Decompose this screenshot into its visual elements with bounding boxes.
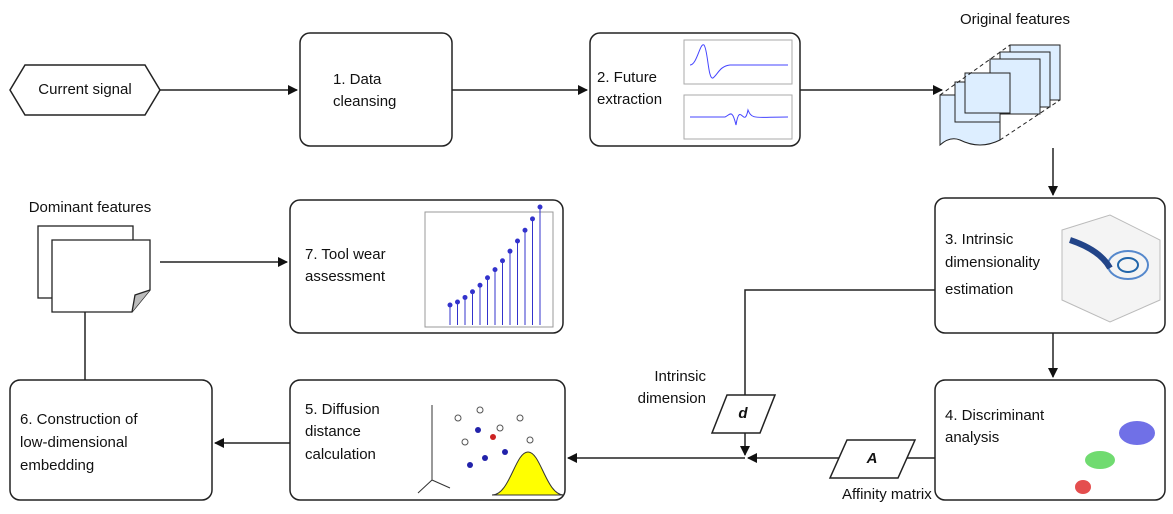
step-box [934,379,1166,501]
data-label: Original features [960,11,1070,28]
data-node [828,439,917,479]
signal-plots [683,39,793,140]
data-label: dimension [638,390,706,407]
step-text: calculation [305,446,376,463]
step-text: distance [305,423,361,440]
data-symbol: A [866,450,878,467]
data-node [710,394,777,434]
stem-head [447,302,453,308]
step-text: 3. Intrinsic [945,231,1014,248]
input-label: Current signal [38,81,131,98]
step-text: dimensionality [945,254,1041,271]
step-text: extraction [597,91,662,108]
feature-pages [37,225,151,313]
step-text: 6. Construction of [20,411,138,428]
step-box [9,379,213,501]
stem-image [424,204,554,328]
stem-head [492,267,498,273]
step-text: 4. Discriminant [945,407,1045,424]
step-text: analysis [945,429,999,446]
stem-head [470,289,475,295]
input-node [9,64,161,116]
step-text: 5. Diffusion [305,401,380,418]
cluster-image [1075,421,1155,494]
step-text: 1. Data [333,71,382,88]
attractor-image [1061,214,1161,323]
data-symbol: d [738,405,748,422]
arrow [740,289,935,456]
step-text: embedding [20,457,94,474]
connectors [80,85,1058,463]
stem-head [522,227,528,233]
stem-head [477,282,483,288]
stem-head [455,299,460,305]
data-label: Affinity matrix [842,486,932,503]
stem-head [537,204,543,210]
stem-head [530,216,535,222]
stem-head [485,275,490,281]
step-text: estimation [945,281,1013,298]
step-text: low-dimensional [20,434,128,451]
diffusion-image [417,405,565,496]
step-box [289,379,566,501]
stem-head [507,248,513,254]
step-text: 7. Tool wear [305,246,386,263]
step-text: cleansing [333,93,396,110]
data-label: Dominant features [29,199,152,216]
stem-head [462,294,468,300]
stem-head [515,238,520,244]
step-text: assessment [305,268,386,285]
step-box [299,32,453,147]
feature-stack [939,44,1061,147]
data-label: Intrinsic [654,368,706,385]
step-text: 2. Future [597,69,657,86]
stem-head [500,258,505,264]
